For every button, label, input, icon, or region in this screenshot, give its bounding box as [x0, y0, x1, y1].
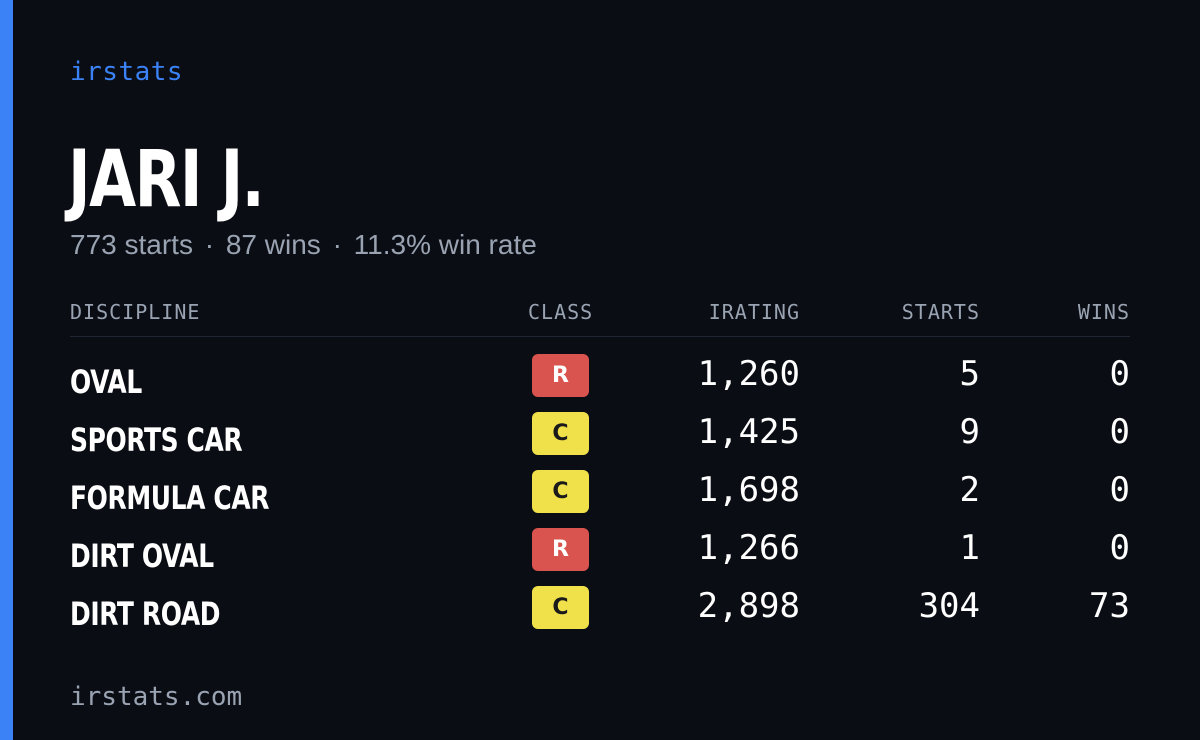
starts-value: 2 — [959, 470, 980, 510]
driver-summary: 773 starts · 87 wins · 11.3% win rate — [70, 229, 537, 261]
header-discipline: DISCIPLINE — [70, 300, 201, 324]
discipline-name: DIRT OVAL — [70, 537, 214, 575]
win-rate: 11.3% win rate — [353, 229, 537, 260]
license-class-badge: R — [532, 354, 589, 397]
license-class-badge: C — [532, 470, 589, 513]
header-starts: STARTS — [901, 300, 980, 324]
table-row: FORMULA CAR C 1,698 2 0 — [70, 466, 1130, 524]
license-class-badge: R — [532, 528, 589, 571]
discipline-name: DIRT ROAD — [70, 595, 221, 633]
table-row: OVAL R 1,260 5 0 — [70, 350, 1130, 408]
footer-url-link[interactable]: irstats.com — [70, 682, 243, 712]
starts-value: 1 — [959, 528, 980, 568]
table-row: DIRT ROAD C 2,898 304 73 — [70, 582, 1130, 640]
header-irating: IRATING — [708, 300, 800, 324]
irating-value: 1,425 — [697, 412, 800, 452]
header-class: CLASS — [528, 300, 594, 324]
header-wins: WINS — [1077, 300, 1130, 324]
wins-value: 73 — [1089, 586, 1130, 626]
discipline-name: OVAL — [70, 363, 142, 401]
starts-value: 304 — [918, 586, 980, 626]
wins-value: 0 — [1109, 354, 1130, 394]
discipline-name: SPORTS CAR — [70, 421, 243, 459]
accent-bar — [0, 0, 13, 740]
table-row: DIRT OVAL R 1,266 1 0 — [70, 524, 1130, 582]
irating-value: 1,266 — [697, 528, 800, 568]
wins-count: 87 wins — [225, 229, 321, 260]
table-header: DISCIPLINE CLASS IRATING STARTS WINS — [70, 296, 1130, 337]
irating-value: 1,260 — [697, 354, 800, 394]
license-class-badge: C — [532, 412, 589, 455]
wins-value: 0 — [1109, 470, 1130, 510]
wins-value: 0 — [1109, 412, 1130, 452]
discipline-table: DISCIPLINE CLASS IRATING STARTS WINS OVA… — [70, 296, 1130, 633]
separator: · — [204, 229, 215, 260]
starts-count: 773 starts — [70, 229, 193, 260]
table-row: SPORTS CAR C 1,425 9 0 — [70, 408, 1130, 466]
irating-value: 1,698 — [697, 470, 800, 510]
discipline-name: FORMULA CAR — [70, 479, 270, 517]
brand-logo-text[interactable]: irstats — [70, 57, 184, 87]
starts-value: 9 — [959, 412, 980, 452]
license-class-badge: C — [532, 586, 589, 629]
wins-value: 0 — [1109, 528, 1130, 568]
driver-name: JARI J. — [68, 135, 265, 225]
irating-value: 2,898 — [697, 586, 800, 626]
table-body: OVAL R 1,260 5 0 SPORTS CAR C 1,425 9 0 … — [70, 350, 1130, 640]
separator: · — [332, 229, 342, 260]
starts-value: 5 — [959, 354, 980, 394]
